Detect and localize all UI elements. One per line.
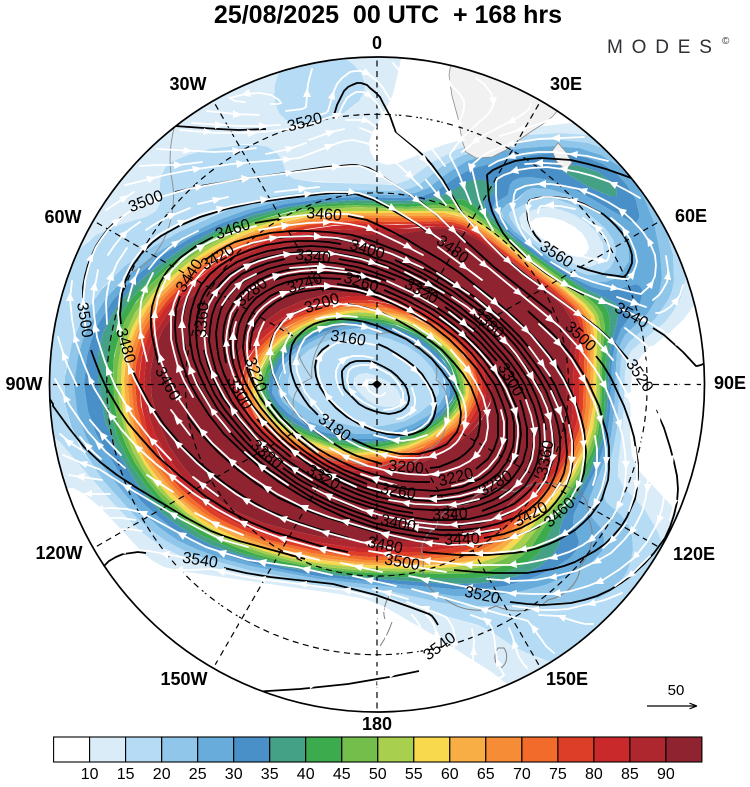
svg-text:180: 180 xyxy=(362,714,392,734)
svg-text:30E: 30E xyxy=(550,74,582,94)
svg-text:3200: 3200 xyxy=(388,458,425,478)
svg-text:3480: 3480 xyxy=(366,534,404,558)
svg-text:20: 20 xyxy=(153,766,171,782)
svg-text:85: 85 xyxy=(621,766,639,782)
svg-text:90: 90 xyxy=(657,766,675,782)
svg-text:3440: 3440 xyxy=(444,531,480,549)
svg-text:45: 45 xyxy=(333,766,351,782)
svg-text:3500: 3500 xyxy=(73,301,95,339)
svg-text:40: 40 xyxy=(297,766,315,782)
svg-text:60E: 60E xyxy=(675,206,707,226)
svg-text:3540: 3540 xyxy=(181,550,219,572)
svg-text:60: 60 xyxy=(441,766,459,782)
svg-text:30: 30 xyxy=(225,766,243,782)
svg-text:90W: 90W xyxy=(5,374,42,394)
svg-text:30W: 30W xyxy=(169,74,206,94)
svg-text:120E: 120E xyxy=(673,544,715,564)
svg-text:65: 65 xyxy=(477,766,495,782)
svg-text:60W: 60W xyxy=(44,207,81,227)
svg-text:25/08/2025 00 UTC + 168 hrs: 25/08/2025 00 UTC + 168 hrs xyxy=(214,1,562,29)
svg-text:3160: 3160 xyxy=(329,328,367,350)
svg-text:3340: 3340 xyxy=(432,506,468,524)
svg-text:75: 75 xyxy=(549,766,567,782)
svg-text:25: 25 xyxy=(189,766,207,782)
svg-text:MODES: MODES xyxy=(607,37,721,58)
svg-text:3340: 3340 xyxy=(294,246,331,267)
svg-text:50: 50 xyxy=(369,766,387,782)
svg-text:120W: 120W xyxy=(35,543,82,563)
svg-text:55: 55 xyxy=(405,766,423,782)
svg-text:0: 0 xyxy=(372,33,382,53)
svg-text:150E: 150E xyxy=(546,669,588,689)
svg-text:3360: 3360 xyxy=(193,302,212,339)
svg-text:35: 35 xyxy=(261,766,279,782)
svg-text:3460: 3460 xyxy=(306,205,343,224)
svg-text:50: 50 xyxy=(668,682,685,699)
svg-text:90E: 90E xyxy=(714,373,746,393)
svg-text:15: 15 xyxy=(117,766,135,782)
svg-text:70: 70 xyxy=(513,766,531,782)
svg-text:80: 80 xyxy=(585,766,603,782)
svg-text:©: © xyxy=(722,36,730,47)
svg-text:3260: 3260 xyxy=(379,480,417,503)
svg-text:150W: 150W xyxy=(160,669,207,689)
svg-text:3500: 3500 xyxy=(383,551,421,574)
svg-text:3360: 3360 xyxy=(534,439,558,477)
svg-text:10: 10 xyxy=(81,766,99,782)
